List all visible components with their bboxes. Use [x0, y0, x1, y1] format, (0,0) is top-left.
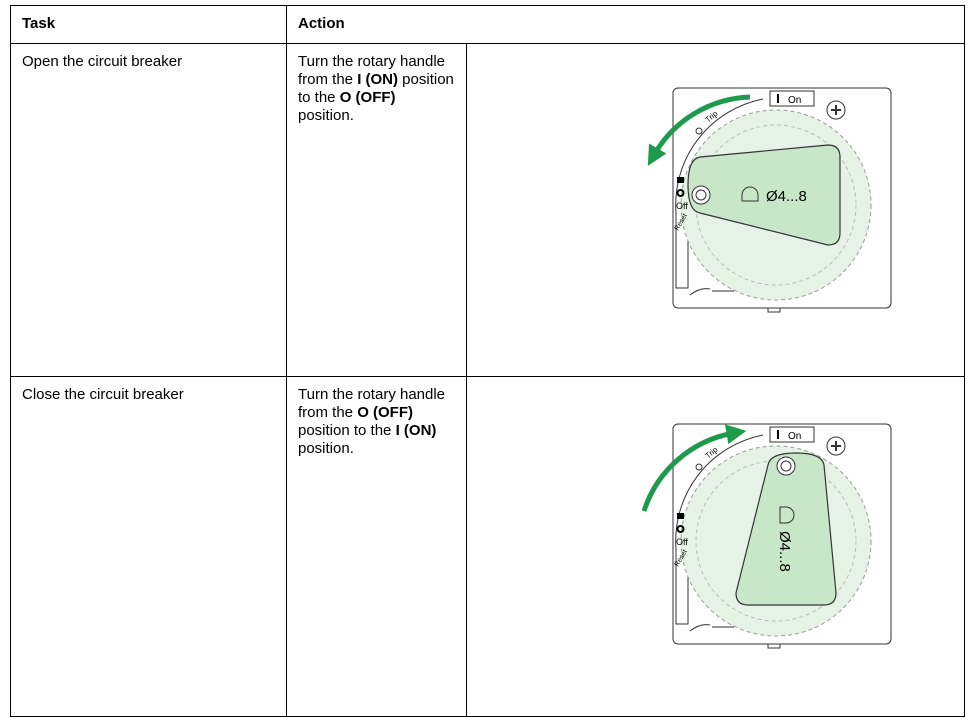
text: position to the — [298, 71, 454, 106]
hub — [691, 185, 711, 204]
rotation-arrow — [647, 94, 751, 166]
label-padlock: Ø4...8 — [776, 531, 793, 572]
on-box — [769, 426, 815, 443]
label-padlock: Ø4...8 — [766, 188, 807, 205]
action-cell: Turn the rotary handle from the O (OFF) … — [286, 376, 467, 717]
action-cell: Turn the rotary handle from the I (ON) p… — [286, 43, 467, 377]
text: position to the — [298, 422, 396, 439]
notch — [767, 307, 781, 312]
padlock-icon — [741, 186, 759, 201]
lock-icon — [677, 513, 684, 519]
figure-cell: On Trip Off Reset Ø4...8 — [465, 43, 966, 377]
off-mark — [676, 525, 685, 533]
on-box — [769, 90, 815, 106]
handle: Ø4...8 — [735, 452, 837, 606]
row: Close the circuit breaker Turn the rotar… — [10, 376, 966, 717]
task-table: Task Action Open the circuit breaker Tur… — [10, 5, 966, 717]
label-off: Off — [676, 201, 688, 211]
header-cell: Task — [10, 5, 287, 44]
notch — [767, 644, 781, 649]
handle-body — [687, 143, 841, 246]
label-on: On — [788, 431, 801, 442]
text-bold: I (ON) — [357, 71, 399, 88]
trip-dot — [695, 463, 703, 471]
rotary-handle-illustration: On Trip Off Reset Ø4...8 — [641, 423, 892, 649]
rotary-handle-illustration: On Trip Off Reset Ø4...8 — [647, 87, 892, 312]
label-off: Off — [676, 537, 688, 547]
text-bold: O (OFF) — [339, 89, 396, 106]
padlock-icon — [779, 506, 795, 524]
header-cell: Action — [285, 5, 966, 44]
hub-inner — [695, 189, 707, 200]
task-cell: Close the circuit breaker — [10, 376, 287, 717]
handle: Ø4...8 — [687, 143, 841, 246]
label-on: On — [788, 95, 801, 106]
off-mark — [676, 188, 685, 197]
screw-slot — [831, 104, 841, 115]
row: Open the circuit breaker Turn the rotary… — [10, 43, 966, 377]
trip-dot — [695, 127, 703, 134]
header-row: Task Action — [10, 5, 966, 44]
rotation-arrow — [641, 424, 747, 512]
text-bold: O (OFF) — [357, 404, 414, 421]
lock-icon — [677, 176, 684, 183]
symbol — [689, 287, 734, 295]
task-cell: Open the circuit breaker — [10, 43, 287, 377]
dial-inner — [695, 124, 857, 285]
dial-inner — [695, 460, 857, 622]
text: Turn the rotary handle from the — [298, 53, 446, 88]
hub — [776, 456, 796, 476]
screw-slot — [831, 441, 841, 451]
figure-cell: On Trip Off Reset Ø4...8 — [465, 376, 966, 717]
text: Turn the rotary handle from the — [298, 386, 446, 421]
handle-body — [735, 452, 837, 606]
text: position. — [298, 107, 354, 124]
hub-inner — [780, 460, 792, 472]
text: position. — [298, 440, 354, 457]
text-bold: I (ON) — [395, 422, 437, 439]
symbol — [689, 624, 734, 632]
